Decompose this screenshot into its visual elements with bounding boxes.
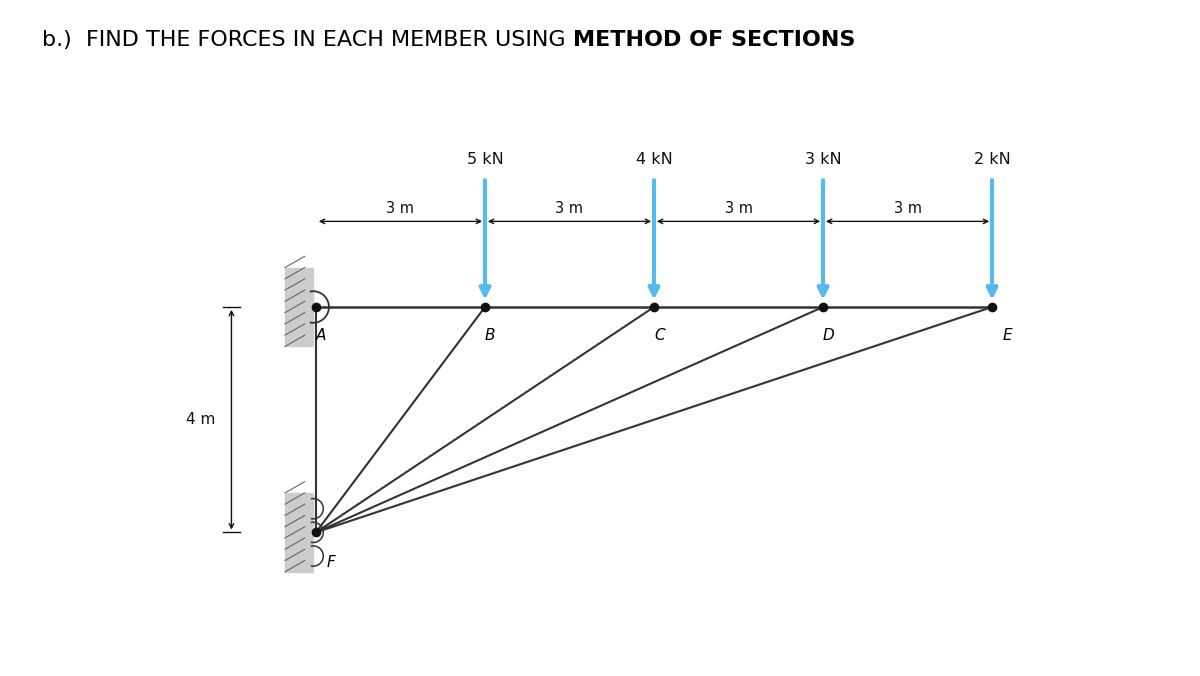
Text: 4 m: 4 m — [186, 412, 215, 427]
Text: 5 kN: 5 kN — [467, 152, 503, 167]
Text: B: B — [485, 329, 496, 343]
Text: b.)  FIND THE FORCES IN EACH MEMBER USING: b.) FIND THE FORCES IN EACH MEMBER USING — [42, 30, 572, 51]
Bar — [284, 268, 313, 346]
Text: 3 m: 3 m — [556, 201, 583, 216]
Text: 3 m: 3 m — [386, 201, 414, 216]
Text: METHOD OF SECTIONS: METHOD OF SECTIONS — [572, 30, 856, 51]
Text: D: D — [823, 329, 835, 343]
Text: 3 m: 3 m — [725, 201, 752, 216]
Text: F: F — [326, 555, 335, 570]
Text: C: C — [654, 329, 665, 343]
Bar — [284, 493, 313, 572]
Text: 2 kN: 2 kN — [973, 152, 1010, 167]
Text: 3 m: 3 m — [894, 201, 922, 216]
Text: E: E — [1002, 329, 1012, 343]
Text: 4 kN: 4 kN — [636, 152, 672, 167]
Text: A: A — [316, 329, 326, 343]
Text: 3 kN: 3 kN — [805, 152, 841, 167]
